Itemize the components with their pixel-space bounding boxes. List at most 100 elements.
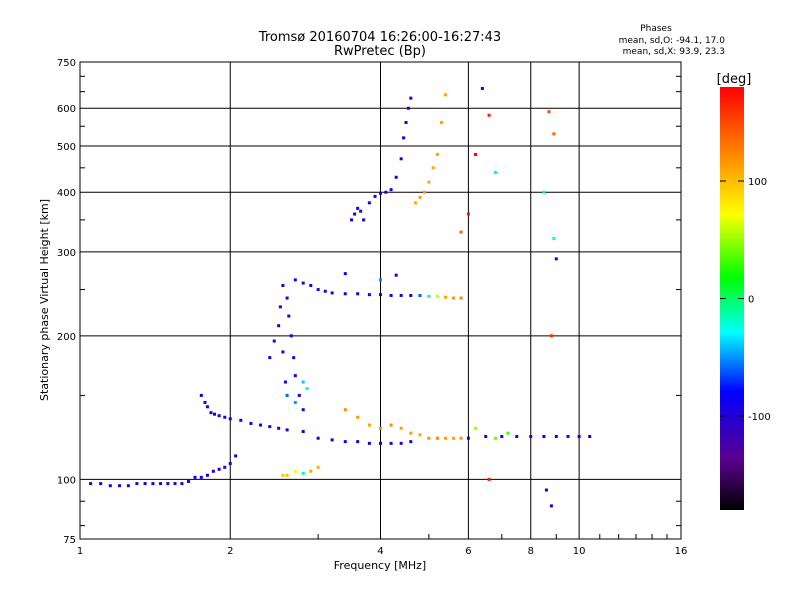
- chart-title: Tromsø 20160704 16:26:00-16:27:43: [258, 30, 501, 45]
- echo-point: [199, 393, 203, 397]
- x-axis-ticks: 1 2 4 6 8 10 16: [77, 534, 687, 557]
- echo-point: [268, 356, 272, 360]
- echo-point: [151, 482, 155, 486]
- echo-point: [205, 473, 209, 477]
- echo-point: [356, 292, 360, 296]
- echo-point: [418, 293, 422, 297]
- echo-point: [379, 426, 382, 430]
- echo-point: [228, 417, 232, 421]
- echo-point: [343, 408, 347, 412]
- echo-point: [211, 469, 215, 473]
- echo-point: [293, 469, 297, 473]
- echo-point: [118, 484, 122, 488]
- echo-point: [515, 435, 519, 439]
- phases-x-stats: mean, sd,X: 93.9, 23.3: [623, 47, 725, 57]
- echo-point: [409, 96, 413, 100]
- echo-point: [193, 475, 197, 479]
- echo-point: [301, 380, 305, 384]
- echo-point: [500, 435, 504, 439]
- echo-point: [487, 477, 491, 481]
- echo-point: [316, 288, 320, 292]
- y-tick-label: 75: [63, 535, 76, 546]
- echo-point: [281, 283, 285, 287]
- echo-point: [285, 296, 289, 300]
- echo-point: [577, 435, 581, 439]
- echo-point: [293, 374, 297, 378]
- echo-point: [330, 438, 334, 442]
- echo-point: [402, 136, 406, 140]
- echo-point: [389, 423, 393, 427]
- echo-point: [323, 289, 327, 293]
- echo-point: [343, 272, 347, 276]
- echo-point: [289, 334, 293, 338]
- echo-point: [554, 257, 558, 261]
- echo-point: [173, 482, 177, 486]
- echo-point: [451, 436, 455, 440]
- echo-point: [277, 426, 281, 430]
- echo-point: [350, 218, 354, 222]
- echo-point: [268, 425, 272, 429]
- echo-point: [444, 295, 448, 299]
- echo-point: [301, 430, 305, 434]
- echo-point: [367, 441, 371, 445]
- echo-point: [293, 278, 297, 282]
- echo-point: [356, 206, 360, 210]
- echo-point: [440, 121, 444, 125]
- echo-point: [459, 436, 463, 440]
- echo-point: [480, 86, 484, 90]
- x-tick-label: 1: [77, 546, 83, 557]
- echo-point: [330, 291, 334, 295]
- echo-point: [285, 473, 289, 477]
- y-tick-label: 750: [57, 58, 76, 69]
- echo-point: [422, 190, 426, 194]
- echo-point: [217, 414, 221, 418]
- echo-point: [217, 467, 221, 471]
- echo-point: [552, 132, 556, 136]
- echo-point: [588, 435, 592, 439]
- x-tick-label: 4: [377, 546, 383, 557]
- echo-point: [287, 314, 291, 318]
- echo-point: [166, 482, 170, 486]
- echo-point: [451, 296, 455, 300]
- echo-point: [301, 408, 305, 412]
- y-tick-label: 100: [57, 475, 76, 486]
- echo-point: [223, 415, 227, 419]
- echo-point: [409, 431, 413, 435]
- echo-point: [316, 436, 320, 440]
- echo-point: [389, 293, 393, 297]
- echo-point: [359, 209, 363, 213]
- echo-point: [309, 283, 313, 287]
- echo-point: [367, 423, 371, 427]
- echo-point: [281, 350, 285, 354]
- echo-point: [542, 435, 546, 439]
- echo-point: [379, 441, 382, 445]
- echo-point: [384, 190, 388, 194]
- echo-point: [239, 418, 243, 422]
- x-tick-label: 8: [528, 546, 534, 557]
- echo-point: [466, 436, 470, 440]
- echo-point: [223, 465, 227, 469]
- data-points: [89, 86, 592, 508]
- echo-point: [506, 431, 510, 435]
- echo-point: [431, 166, 435, 170]
- echo-point: [427, 436, 431, 440]
- echo-point: [409, 293, 413, 297]
- echo-point: [379, 191, 382, 195]
- y-tick-label: 600: [57, 104, 76, 115]
- echo-point: [285, 393, 289, 397]
- y-tick-label: 300: [57, 248, 76, 259]
- y-tick-label: 200: [57, 332, 76, 343]
- echo-point: [473, 426, 477, 430]
- colorbar-tick-label: 100: [748, 177, 767, 188]
- echo-point: [180, 482, 184, 486]
- echo-point: [547, 110, 551, 114]
- echo-point: [108, 484, 112, 488]
- echo-point: [554, 435, 558, 439]
- echo-point: [435, 294, 439, 298]
- echo-point: [389, 441, 393, 445]
- echo-point: [466, 212, 470, 216]
- echo-point: [249, 421, 253, 425]
- echo-point: [292, 356, 296, 360]
- echo-point: [234, 454, 238, 458]
